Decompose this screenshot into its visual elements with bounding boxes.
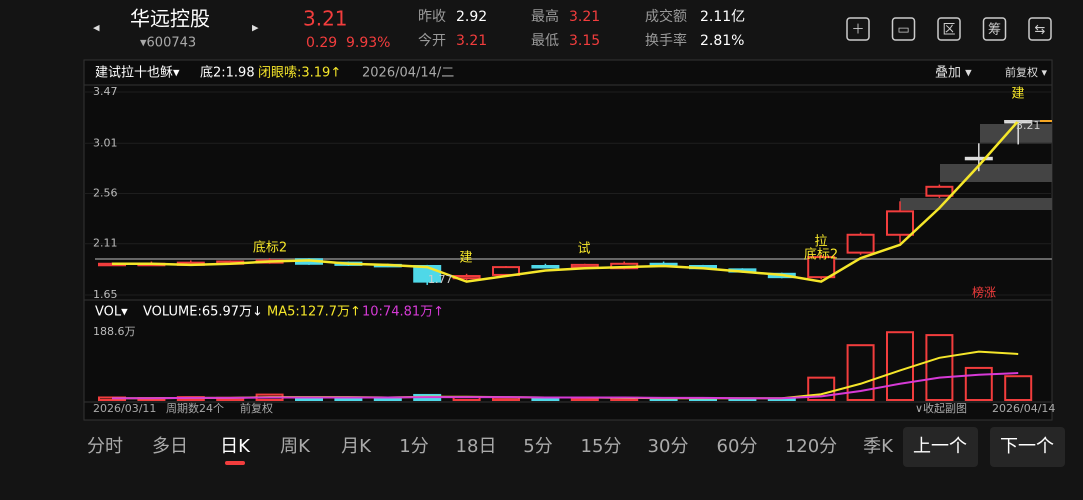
change-pct: 9.93% — [346, 35, 390, 51]
tab[interactable]: 多日 — [152, 436, 188, 457]
icon[interactable]: ＋ — [851, 23, 864, 38]
stat-label: 昨收 — [418, 9, 446, 25]
y-tick-label: 3.47 — [93, 85, 118, 98]
annotation: 建 — [1011, 87, 1024, 102]
tab[interactable]: 120分 — [785, 436, 837, 457]
icon[interactable]: 区 — [942, 23, 955, 38]
vol-menu[interactable]: VOL▾ — [95, 305, 128, 320]
tab[interactable]: 日K — [220, 436, 251, 457]
volume-bar — [807, 376, 836, 402]
icon-frame[interactable] — [846, 17, 870, 41]
tab[interactable]: 月K — [341, 436, 372, 457]
candle-body — [807, 256, 836, 279]
tab[interactable]: 分时 — [87, 436, 123, 457]
prev-button[interactable]: 上一个 — [913, 436, 967, 457]
stat-value: 3.21 — [456, 33, 487, 49]
candle-body — [964, 156, 993, 161]
ma5-label: MA5:127.7万↑ — [267, 305, 361, 320]
tag: 榜涨 — [972, 285, 996, 300]
icon[interactable]: 筹 — [988, 22, 1001, 38]
annotation: 建 — [459, 251, 472, 266]
indicator-menu[interactable]: 建试拉十也稣▾ — [95, 66, 180, 81]
indicator-value: 闭眼嗦:3.19↑ — [258, 66, 341, 81]
date: 2026/04/14/二 — [362, 66, 454, 81]
stat-value: 2.11亿 — [700, 9, 745, 25]
stat-value: 3.21 — [569, 9, 600, 25]
vol-tick-label: 188.6万 — [93, 325, 136, 338]
stat-label: 换手率 — [645, 32, 687, 49]
volume-profile — [940, 164, 1052, 182]
max-label: 3.21 — [1016, 119, 1041, 132]
collapse[interactable]: ∨收起副图 — [915, 401, 967, 415]
stat-label: 今开 — [418, 33, 446, 49]
vol-label: VOLUME:65.97万↓ — [143, 305, 263, 320]
period-count: 周期数24个 — [166, 402, 224, 415]
volume-bar — [964, 366, 993, 401]
indicator-value: 底2:1.98 — [200, 65, 255, 81]
tab[interactable]: 60分 — [717, 436, 758, 457]
back-button[interactable]: ◂ — [93, 21, 100, 36]
annotation: 拉 — [814, 235, 827, 250]
adjust: 前复权 — [240, 401, 273, 415]
volume-profile — [900, 198, 1052, 210]
next-button[interactable]: 下一个 — [1000, 436, 1054, 457]
candle-body — [886, 210, 914, 236]
y-tick-label: 2.11 — [93, 237, 118, 250]
icon-frame[interactable] — [1028, 17, 1052, 41]
stat-label: 最高 — [531, 8, 559, 25]
volume-bar — [1004, 375, 1033, 401]
stat-value: 2.92 — [456, 9, 487, 25]
tab[interactable]: 周K — [280, 436, 311, 457]
icon[interactable]: ▭ — [897, 23, 909, 38]
change: 0.29 — [306, 35, 337, 51]
volume-profile — [980, 124, 1052, 144]
ma10-label: 10:74.81万↑ — [362, 305, 444, 320]
tab[interactable]: 18日 — [456, 436, 497, 457]
tab[interactable]: 5分 — [523, 436, 552, 457]
y-tick-label: 2.56 — [93, 187, 118, 200]
icon-frame[interactable] — [891, 17, 916, 41]
icon[interactable]: ⇆ — [1035, 23, 1046, 38]
candle-body — [531, 265, 560, 269]
chart-frame — [83, 59, 1053, 421]
y-tick-label: 3.01 — [93, 136, 118, 149]
price: 3.21 — [303, 7, 348, 31]
stat-value: 2.81% — [700, 33, 744, 49]
y-tick-label: 1.65 — [93, 288, 118, 301]
icon-frame[interactable] — [982, 17, 1007, 41]
volume-bar — [925, 334, 954, 401]
vol-ma10-line — [112, 372, 1019, 400]
min-label: 1.77 — [428, 273, 453, 286]
annotation: 底标2 — [804, 247, 838, 263]
annotation: 底标2 — [253, 240, 287, 256]
stock-name: 华远控股 — [130, 7, 210, 31]
tab[interactable]: 1分 — [399, 436, 428, 457]
tab[interactable]: 30分 — [648, 436, 689, 457]
candle-body — [846, 233, 875, 254]
prev-bg — [903, 427, 978, 467]
volume-bar — [531, 397, 560, 402]
stat-label: 最低 — [531, 33, 559, 49]
icon-frame[interactable] — [937, 17, 961, 41]
tab[interactable]: 季K — [863, 436, 894, 457]
end-date: 2026/04/14 — [992, 402, 1055, 415]
next-button[interactable]: ▸ — [252, 21, 259, 36]
adjust-menu[interactable]: 前复权 ▾ — [1005, 65, 1047, 79]
overlay-menu[interactable]: 叠加 ▾ — [935, 66, 972, 81]
stock-code: ▾600743 — [140, 36, 196, 51]
stat-value: 3.15 — [569, 33, 600, 49]
start-date: 2026/03/11 — [93, 402, 156, 415]
tab[interactable]: 15分 — [581, 436, 622, 457]
volume-bar — [846, 344, 875, 402]
ma-line — [112, 120, 1020, 283]
candle-body — [925, 185, 954, 197]
tab-indicator — [225, 461, 245, 465]
stat-label: 成交额 — [645, 8, 687, 25]
next-bg — [990, 427, 1065, 467]
annotation: 试 — [577, 242, 590, 257]
